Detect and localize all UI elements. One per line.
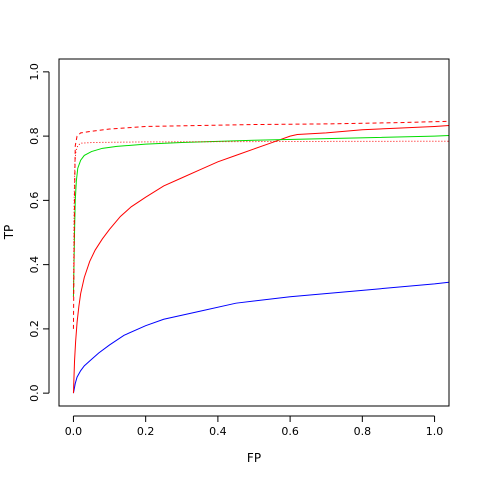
y-tick-label: 0.8 [28, 127, 41, 145]
series-line-3 [72, 134, 449, 297]
y-tick-label: 0.4 [28, 256, 41, 274]
y-axis: 0.0 0.2 0.4 0.6 0.8 1.0 [28, 63, 50, 402]
x-tick-label: 0.0 [65, 425, 83, 438]
x-axis-title: FP [247, 451, 261, 465]
series-line-2 [72, 125, 449, 394]
plot-frame [58, 58, 450, 407]
y-tick-label: 0.6 [28, 192, 41, 210]
x-tick-label: 0.4 [209, 425, 227, 438]
x-tick-label: 1.0 [426, 425, 444, 438]
series-line-1 [72, 281, 449, 394]
x-tick-label: 0.8 [354, 425, 372, 438]
x-tick-label: 0.2 [137, 425, 155, 438]
series-line-4 [72, 120, 449, 329]
y-tick-label: 1.0 [28, 63, 41, 81]
x-axis: 0.0 0.2 0.4 0.6 0.8 1.0 [65, 415, 444, 438]
y-tick-label: 0.0 [28, 384, 41, 402]
x-tick-label: 0.6 [281, 425, 299, 438]
series-layer [72, 120, 449, 394]
y-axis-title: TP [2, 225, 16, 241]
y-tick-label: 0.2 [28, 320, 41, 338]
